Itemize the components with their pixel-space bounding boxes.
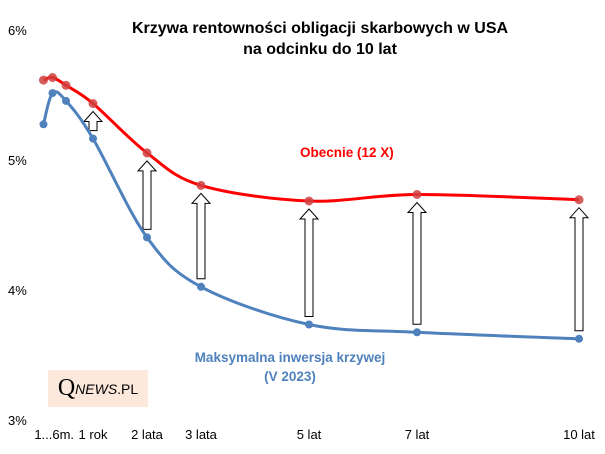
x-tick-3: 3 lata (185, 427, 217, 442)
y-tick-6: 6% (8, 23, 27, 38)
point-0-7 (412, 190, 422, 199)
point-1-7 (413, 328, 421, 337)
title-line-2: na odcinku do 10 lat (243, 41, 397, 58)
arrow-2 (190, 192, 212, 280)
point-0-1 (48, 73, 57, 82)
title-line-1: Krzywa rentowności obligacji skarbowych … (131, 20, 509, 37)
point-1-1 (48, 89, 57, 98)
point-1-0 (39, 120, 48, 129)
logo-news: NEWS (75, 380, 118, 397)
x-tick-2: 2 lata (131, 427, 163, 442)
x-tick-0: 1...6m. (34, 427, 75, 442)
point-1-5 (197, 282, 205, 291)
series-label-inversion-line1: Maksymalna inwersja krzywej (194, 350, 386, 365)
point-0-4 (142, 148, 152, 158)
point-1-3 (89, 134, 97, 143)
point-0-5 (196, 180, 206, 190)
point-0-8 (574, 195, 584, 205)
arrow-1 (136, 160, 158, 230)
logo-pl: .PL (117, 380, 139, 397)
arrow-4 (406, 201, 428, 325)
arrow-5 (568, 206, 590, 332)
point-0-3 (88, 99, 98, 108)
point-1-4 (143, 233, 151, 242)
point-1-8 (575, 334, 583, 343)
point-0-2 (61, 80, 71, 90)
y-tick-4: 4% (8, 283, 27, 298)
point-1-2 (62, 96, 70, 105)
x-tick-1: 1 rok (78, 427, 108, 442)
series-line-0 (42, 75, 580, 203)
series-label-inversion-line2: (V 2023) (264, 369, 316, 384)
y-tick-3: 3% (8, 413, 27, 428)
point-1-6 (305, 320, 313, 329)
point-0-0 (38, 75, 48, 85)
x-tick-5: 7 lat (404, 427, 430, 442)
x-tick-6: 10 lat (563, 427, 595, 442)
logo-q: Q (57, 375, 76, 401)
y-tick-5: 5% (8, 153, 27, 168)
arrow-3 (298, 208, 320, 317)
chart-title: Krzywa rentowności obligacji skarbowych … (80, 18, 560, 60)
arrow-0 (82, 110, 104, 132)
point-0-6 (304, 196, 314, 206)
series-label-current: Obecnie (12 X) (300, 145, 394, 160)
x-tick-4: 5 lat (296, 427, 322, 442)
qnews-logo: Q NEWS .PL (48, 370, 148, 407)
series-label-inversion: Maksymalna inwersja krzywej (V 2023) (190, 348, 390, 386)
